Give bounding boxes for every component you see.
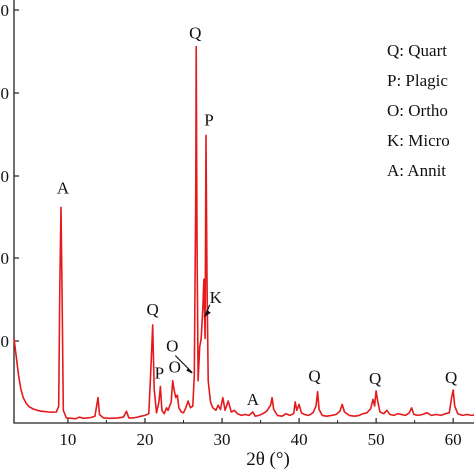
peak-label: O: [169, 358, 181, 377]
legend-entry: A: Annit: [387, 161, 446, 180]
x-tick-label: 50: [368, 430, 385, 449]
peak-label: O: [166, 337, 178, 356]
peak-label: Q: [445, 368, 457, 387]
legend-entry: Q: Quart: [387, 41, 447, 60]
peak-label: Q: [147, 300, 159, 319]
arrow-head: [186, 367, 193, 374]
y-tick-label: 0: [1, 167, 10, 186]
peak-label: P: [204, 110, 213, 129]
arrow-head: [204, 309, 211, 317]
y-tick-label: 0: [1, 249, 10, 268]
y-tick-label: 0: [1, 1, 10, 20]
y-tick-label: 0: [1, 332, 10, 351]
x-tick-label: 60: [445, 430, 462, 449]
annotation-arrows: [174, 304, 211, 374]
axis-frame: [13, 0, 474, 424]
legend-entry: P: Plagic: [387, 71, 448, 90]
x-axis-ticks: 10 20 30 40 50 60: [59, 418, 462, 449]
peak-label: Q: [308, 367, 320, 386]
peak-label: A: [57, 178, 70, 197]
legend-entry: O: Ortho: [387, 101, 448, 120]
peak-label: A: [247, 390, 260, 409]
y-tick-label: 0: [1, 84, 10, 103]
peak-label: Q: [189, 24, 201, 43]
x-tick-label: 40: [291, 430, 308, 449]
peak-label: P: [155, 364, 164, 383]
x-axis-title: 2θ (°): [246, 449, 290, 470]
legend-entry: K: Micro: [387, 131, 450, 150]
diffraction-pattern-line: [13, 45, 474, 420]
x-tick-label: 10: [59, 430, 76, 449]
peak-label: K: [210, 288, 223, 307]
y-axis-ticks: 0 0 0 0 0: [1, 1, 19, 351]
legend: Q: Quart P: Plagic O: Ortho K: Micro A: Anni…: [387, 41, 450, 180]
peak-label: Q: [369, 369, 381, 388]
x-tick-label: 30: [214, 430, 231, 449]
x-tick-label: 20: [136, 430, 153, 449]
